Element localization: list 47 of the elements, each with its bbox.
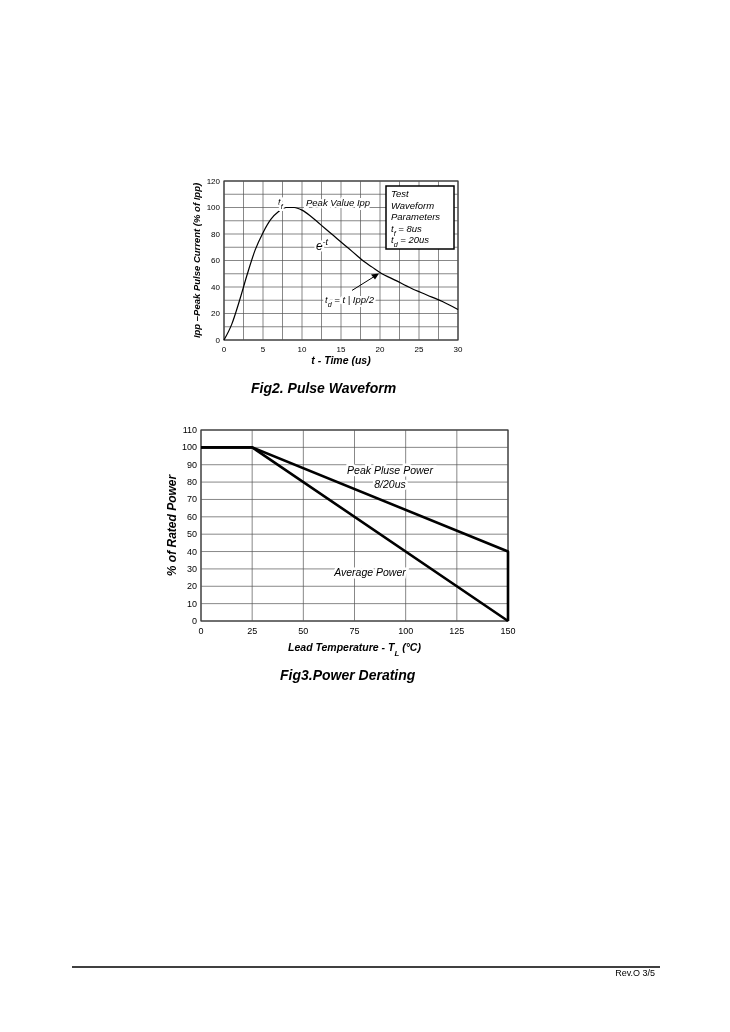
x-tick-label: 0 (221, 345, 227, 354)
x-tick-label: 15 (336, 345, 346, 354)
y-axis-title: % of Rated Power (165, 473, 179, 577)
x-tick-label: 30 (453, 345, 463, 354)
y-tick-label: 120 (206, 176, 221, 186)
x-axis-title: t - Time (us) (311, 354, 372, 366)
annotation: e$^{-t}$ (315, 237, 329, 253)
y-tick-label: 60 (186, 511, 197, 522)
y-tick-label: 100 (181, 442, 197, 453)
annotation: t$_{d}$ = t | Ipp/2 (325, 294, 375, 310)
x-tick-label: 50 (298, 626, 309, 636)
text: Rev.O 3/5 (615, 968, 655, 978)
x-tick-label: 125 (449, 626, 465, 636)
y-tick-label: 110 (182, 425, 197, 435)
y-tick-label: 20 (186, 581, 197, 592)
text: Fig3.Power Derating (280, 667, 416, 683)
y-tick-label: 70 (186, 494, 197, 505)
y-tick-label: 30 (186, 563, 197, 574)
x-tick-label: 100 (398, 626, 414, 636)
y-tick-label: 90 (186, 459, 197, 470)
y-tick-label: 80 (211, 229, 221, 239)
text: Fig2. Pulse Waveform (251, 380, 397, 396)
y-tick-label: 40 (186, 546, 197, 557)
x-tick-label: 0 (198, 626, 204, 636)
x-tick-label: 25 (414, 345, 424, 354)
x-tick-label: 5 (260, 345, 266, 354)
y-tick-label: 0 (215, 335, 221, 345)
y-tick-label: 10 (186, 598, 197, 609)
x-tick-label: 25 (247, 626, 258, 636)
y-tick-label: 40 (211, 282, 221, 292)
x-tick-label: 20 (375, 345, 385, 354)
x-tick-label: 10 (297, 345, 307, 354)
y-tick-label: 60 (211, 256, 221, 266)
y-tick-label: 80 (186, 477, 197, 488)
y-tick-label: 50 (186, 529, 197, 540)
series-label: Average Power (333, 566, 407, 578)
annotation: Peak Value Ipp (306, 197, 371, 208)
annotation: t$_{f}$ (278, 196, 284, 211)
y-axis-title: Ipp –Peak Pulse Current (% of Ipp) (191, 182, 202, 339)
x-axis-title: Lead Temperature - T$_{L}$ (°C) (288, 641, 422, 658)
y-tick-label: 20 (211, 309, 221, 319)
text: Test Waveform Parameters t$_{f}$ = 8us t$_{d}$ = 20us (391, 188, 441, 249)
y-tick-label: 0 (191, 616, 197, 626)
x-tick-label: 150 (500, 626, 516, 636)
series-label: Peak Pluse Power 8/20us (347, 464, 434, 490)
x-tick-label: 75 (349, 626, 360, 636)
y-tick-label: 100 (206, 203, 221, 213)
